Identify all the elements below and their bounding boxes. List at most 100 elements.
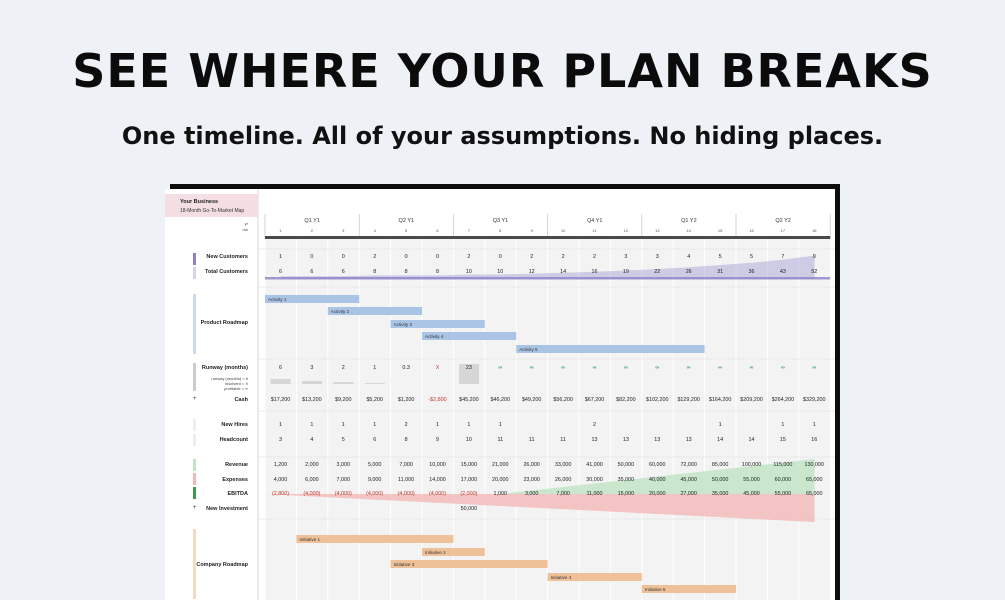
company-initiative-label: Initiative 3 — [393, 562, 415, 567]
revenue-cell: 115,000 — [773, 462, 793, 468]
business-header — [165, 194, 258, 217]
new-hires-cell: 1 — [498, 422, 502, 428]
revenue-cell: 50,000 — [617, 462, 635, 468]
new-customers-cell: 2 — [561, 254, 565, 260]
headcount-cell: 11 — [497, 437, 504, 443]
month-label: 9 — [530, 228, 533, 233]
headcount-cell: 9 — [436, 437, 439, 443]
ebitda-cell: 11,000 — [586, 491, 603, 497]
label-ebitda: EBITDA — [227, 491, 248, 497]
total-customers-cell: 36 — [748, 269, 755, 275]
company-initiative-label: Initiative 4 — [550, 575, 572, 580]
revenue-cell: 100,000 — [741, 462, 762, 468]
cash-cell: $46,200 — [490, 397, 511, 403]
headcount-cell: 6 — [373, 437, 377, 443]
runway-cell: 0.3 — [402, 365, 410, 371]
headcount-cell: 4 — [310, 437, 314, 443]
row-color-swatch — [193, 529, 196, 599]
expenses-area — [265, 494, 815, 522]
row-color-swatch — [193, 434, 196, 446]
month-label: 15 — [717, 228, 723, 233]
total-customers-cell: 6 — [279, 269, 282, 275]
label-revenue: Revenue — [225, 462, 248, 468]
expenses-cell: 30,000 — [586, 477, 603, 483]
headcount-cell: 14 — [748, 437, 755, 443]
ebitda-cell: 27,000 — [680, 491, 697, 497]
investment-plus-icon: + — [193, 505, 197, 511]
headcount-cell: 13 — [591, 437, 598, 443]
total-customers-cell: 19 — [622, 269, 629, 275]
expenses-cell: 14,000 — [429, 477, 446, 483]
total-customers-cell: 14 — [560, 269, 567, 275]
new-customers-cell: 0 — [404, 254, 408, 260]
label-total-customers: Total Customers — [205, 269, 248, 275]
runway-cell: ∞ — [812, 365, 817, 371]
new-hires-cell: 1 — [279, 422, 282, 428]
revenue-cell: 7,000 — [399, 462, 413, 468]
company-initiative-label: Initiative 1 — [299, 537, 321, 542]
total-customers-cell: 52 — [811, 269, 818, 275]
business-name: Your Business — [180, 199, 219, 205]
total-customers-cell: 6 — [310, 269, 314, 275]
runway-cell: ∞ — [529, 365, 534, 371]
ebitda-cell: 65,000 — [806, 491, 823, 497]
year-label: yr — [244, 221, 248, 226]
runway-cell: ∞ — [655, 365, 660, 371]
revenue-cell: 3,000 — [336, 462, 351, 468]
ebitda-cell: (4,000) — [303, 491, 321, 497]
total-customers-cell: 10 — [465, 269, 472, 275]
runway-legend-1: runway (months) = # — [211, 376, 248, 381]
runway-bar — [364, 383, 385, 384]
cash-plus-icon: + — [193, 396, 197, 402]
month-label: 6 — [436, 228, 439, 233]
new-hires-cell: 1 — [781, 422, 785, 428]
expenses-cell: 20,000 — [492, 477, 509, 483]
new-investment-cell: 50,000 — [460, 506, 478, 512]
expenses-cell: 40,000 — [649, 477, 666, 483]
expenses-cell: 35,000 — [617, 477, 635, 483]
label-product-roadmap: Product Roadmap — [200, 320, 248, 326]
company-initiative-bar — [390, 560, 548, 568]
headcount-cell: 11 — [560, 437, 566, 443]
total-customers-cell: 8 — [404, 269, 408, 275]
cash-cell: $13,200 — [302, 397, 322, 403]
cash-cell: $129,200 — [677, 397, 700, 403]
runway-cell: 23 — [465, 365, 472, 371]
total-customers-cell: 6 — [341, 269, 345, 275]
cash-cell: $209,200 — [740, 397, 763, 403]
new-customers-cell: 2 — [530, 254, 534, 260]
product-activity-label: Activity 3 — [393, 322, 412, 327]
month-label: 14 — [686, 228, 691, 233]
expenses-cell: 17,000 — [460, 477, 478, 483]
new-hires-cell: 1 — [718, 422, 722, 428]
label-new-investment: New Investment — [206, 506, 248, 512]
runway-cell: X — [435, 365, 440, 371]
ebitda-cell: 20,000 — [649, 491, 666, 497]
product-activity-label: Activity 4 — [425, 334, 444, 339]
month-label: 8 — [499, 228, 502, 233]
ebitda-cell: 15,000 — [617, 491, 635, 497]
new-hires-cell: 1 — [436, 422, 439, 428]
new-hires-cell: 1 — [310, 422, 314, 428]
month-label: 16 — [749, 228, 754, 233]
new-customers-cell: 0 — [498, 254, 502, 260]
new-hires-cell: 1 — [467, 422, 471, 428]
cash-cell: $17,200 — [270, 397, 291, 403]
row-color-swatch — [193, 294, 196, 354]
cash-cell: $102,200 — [646, 397, 669, 403]
total-customers-area — [280, 255, 815, 279]
total-customers-cell: 8 — [436, 269, 439, 275]
runway-cell: 3 — [310, 365, 314, 371]
revenue-area — [500, 459, 815, 494]
month-label: 1 — [279, 228, 282, 233]
month-label: 12 — [623, 228, 629, 233]
product-activity-bar — [422, 332, 517, 340]
month-label: 18 — [812, 228, 817, 233]
expenses-cell: 26,000 — [554, 477, 572, 483]
company-initiative-bar — [547, 573, 642, 581]
new-customers-cell: 9 — [812, 254, 816, 260]
runway-cell: 6 — [279, 365, 282, 371]
ebitda-cell: 1,000 — [493, 491, 508, 497]
expenses-cell: 65,000 — [806, 477, 823, 483]
revenue-cell: 15,000 — [460, 462, 478, 468]
